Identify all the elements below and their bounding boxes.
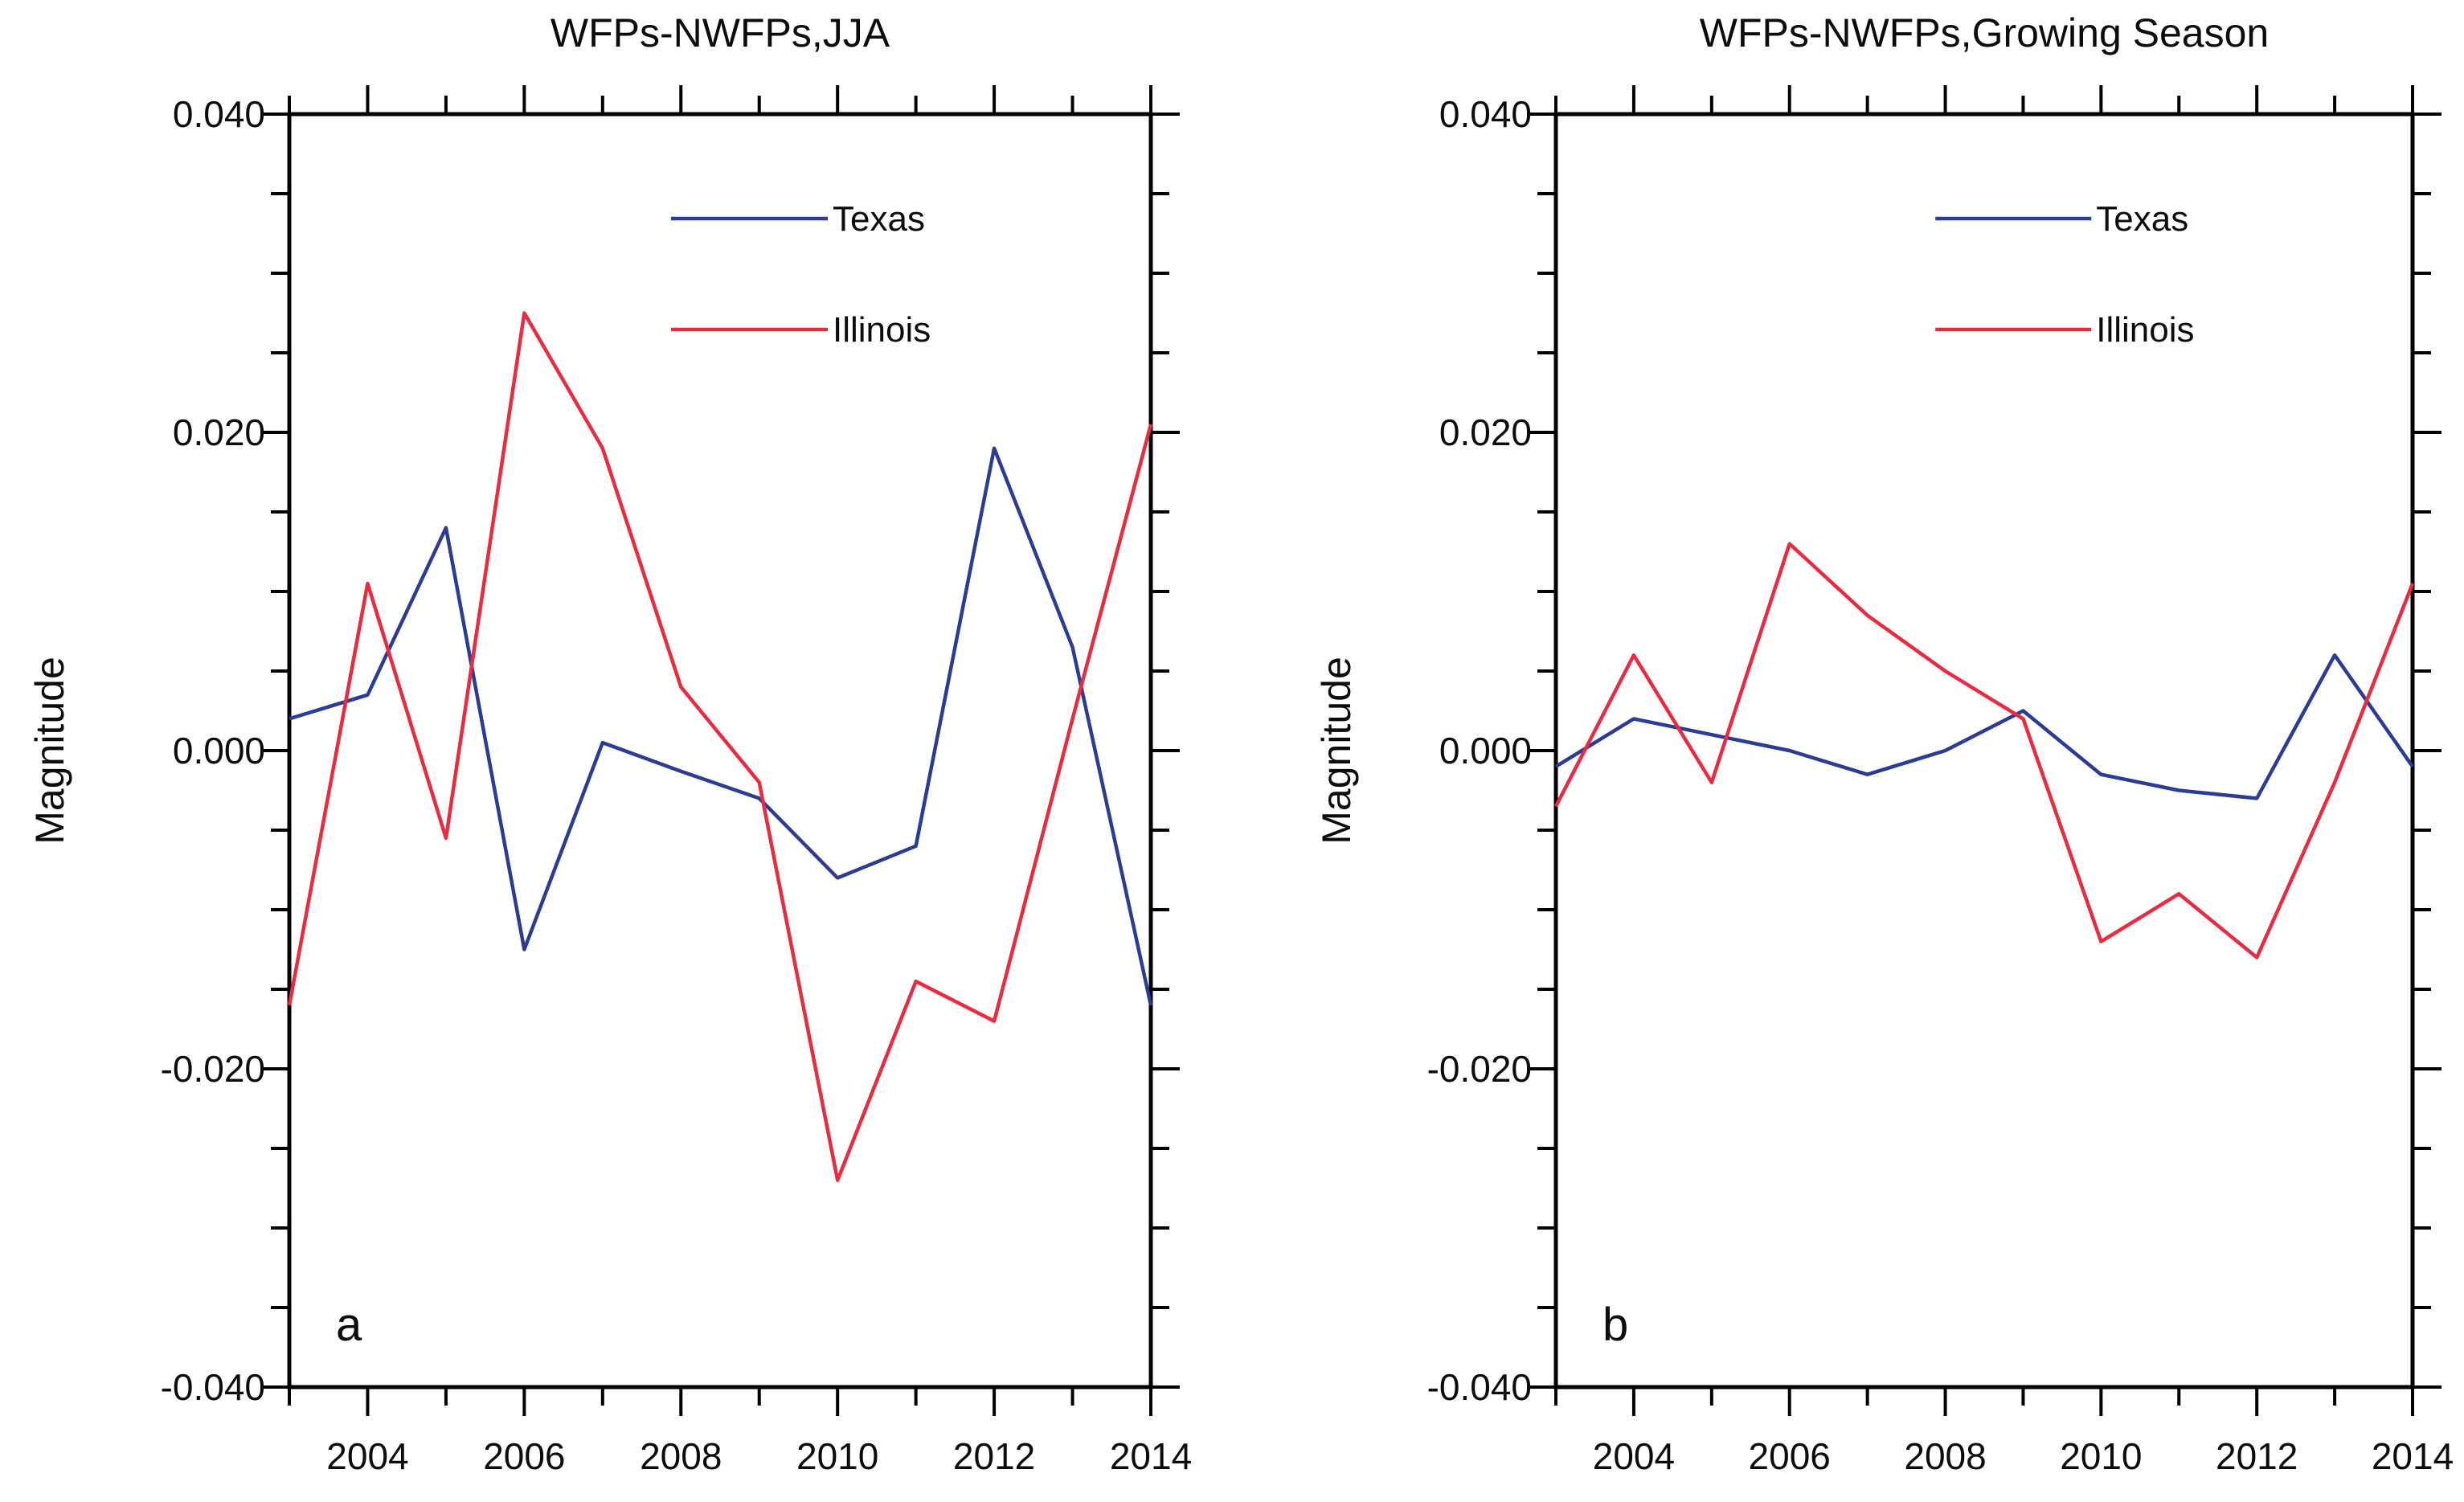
y-axis-title: Magnitude [1314, 657, 1359, 845]
y-tick-label: 0.020 [1439, 411, 1532, 453]
y-axis-title: Magnitude [27, 657, 72, 845]
legend-label-illinois: Illinois [2096, 310, 2194, 350]
x-tick-label: 2008 [1904, 1435, 1986, 1477]
illinois-series-line [287, 311, 1153, 1182]
panel-b-growing-season-chart: 0.040 0.020 0.000 -0.020 -0.040 2004 2006 2008 2… [1232, 0, 2464, 1502]
x-tick-label: 2006 [483, 1435, 565, 1477]
panel-letter: a [336, 1299, 362, 1351]
panel-letter: b [1602, 1299, 1628, 1351]
panel-b-svg: 0.040 0.020 0.000 -0.020 -0.040 2004 2006 2008 2… [1314, 10, 2454, 1477]
illinois-series-line [1553, 542, 2415, 960]
x-tick-label: 2014 [2372, 1435, 2454, 1477]
y-tick-label: 0.020 [173, 411, 265, 453]
x-tick-label: 2008 [640, 1435, 722, 1477]
texas-series-line [1554, 653, 2414, 800]
x-ticks [288, 85, 1152, 1416]
x-tick-label: 2012 [953, 1435, 1035, 1477]
legend-label-illinois: Illinois [833, 310, 931, 350]
legend-label-texas: Texas [833, 199, 925, 239]
y-tick-label: 0.040 [1439, 93, 1532, 135]
y-tick-label: -0.020 [161, 1048, 265, 1090]
y-tick-label: 0.000 [173, 730, 265, 771]
y-ticks [1527, 113, 2441, 1389]
x-tick-label: 2004 [326, 1435, 408, 1477]
chart-title: WFPs-NWFPs,Growing Season [1700, 10, 2269, 55]
texas-series-line [289, 446, 1153, 1006]
y-tick-label: -0.020 [1427, 1048, 1532, 1090]
x-ticks [1554, 85, 2414, 1416]
y-ticks [260, 113, 1180, 1389]
y-tick-label: 0.000 [1439, 730, 1532, 771]
y-tick-label: -0.040 [1427, 1366, 1532, 1408]
x-tick-label: 2004 [1593, 1435, 1675, 1477]
x-tick-label: 2010 [2060, 1435, 2142, 1477]
x-tick-label: 2010 [796, 1435, 878, 1477]
x-tick-label: 2014 [1110, 1435, 1192, 1477]
legend-label-texas: Texas [2096, 199, 2188, 239]
y-tick-label: 0.040 [173, 93, 265, 135]
panel-a-svg: 0.040 0.020 0.000 -0.020 -0.040 2004 2006 2008 2… [27, 10, 1192, 1477]
y-tick-label: -0.040 [161, 1366, 265, 1408]
x-tick-label: 2006 [1749, 1435, 1831, 1477]
chart-title: WFPs-NWFPs,JJA [551, 10, 890, 55]
x-tick-label: 2012 [2216, 1435, 2298, 1477]
panel-a-jja-chart: 0.040 0.020 0.000 -0.020 -0.040 2004 2006 2008 2… [27, 10, 1192, 1477]
